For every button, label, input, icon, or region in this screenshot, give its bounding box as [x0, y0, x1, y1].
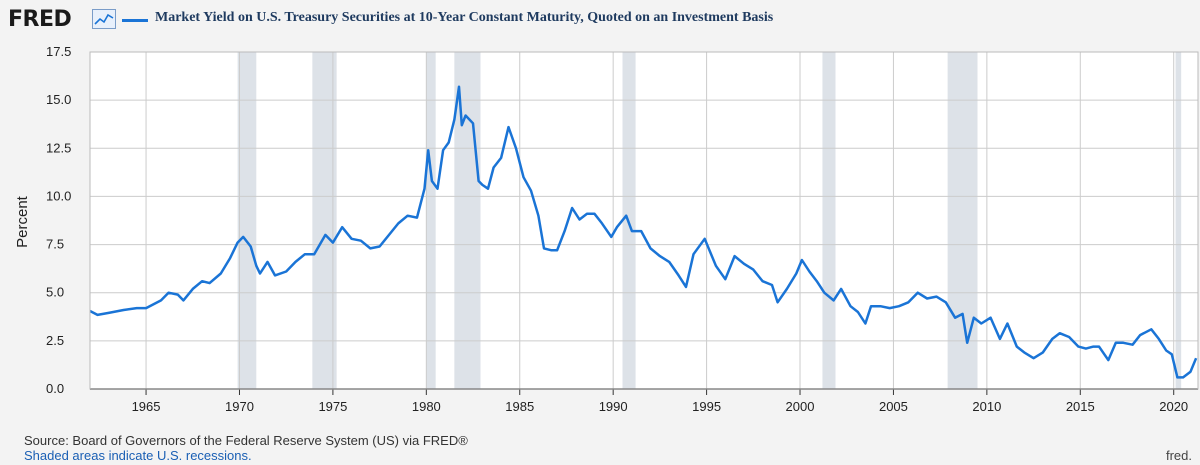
- series-layer: [89, 85, 1198, 379]
- legend-label: Market Yield on U.S. Treasury Securities…: [155, 10, 774, 25]
- series-line-0[interactable]: [89, 85, 1198, 379]
- x-tick-label: 1990: [599, 399, 628, 414]
- trend-chart-icon[interactable]: [92, 9, 116, 29]
- y-tick-label: 12.5: [46, 140, 71, 155]
- y-tick-label: 0.0: [46, 381, 64, 396]
- recession-band-3: [454, 52, 481, 389]
- x-tick-label: 2010: [972, 399, 1001, 414]
- x-tick-label: 2005: [879, 399, 908, 414]
- x-tick-label: 1995: [692, 399, 721, 414]
- recession-band-2: [426, 52, 436, 389]
- recession-shading-layer: [237, 52, 1182, 389]
- y-tick-label: 2.5: [46, 333, 64, 348]
- y-tick-label: 5.0: [46, 285, 64, 300]
- recession-band-5: [822, 52, 836, 389]
- x-tick-label: 2000: [786, 399, 815, 414]
- fred-logo[interactable]: FRED: [8, 7, 72, 32]
- x-tick-label: 2020: [1159, 399, 1188, 414]
- plot-area: [90, 52, 1198, 389]
- plot-border: [89, 51, 1199, 390]
- y-axis-label: Percent: [14, 195, 31, 248]
- x-tick-label: 1970: [225, 399, 254, 414]
- chart-header: FRED Market Yield on U.S. Treasury Secur…: [0, 0, 1200, 44]
- x-tick-label: 1975: [318, 399, 347, 414]
- legend-swatch: [122, 19, 148, 22]
- gridlines: [90, 51, 1198, 390]
- recession-band-0: [237, 52, 257, 389]
- source-note: Source: Board of Governors of the Federa…: [24, 433, 468, 448]
- y-tick-label: 10.0: [46, 188, 71, 203]
- x-tick-label: 1985: [505, 399, 534, 414]
- line-chart: 0.0 2.5 5.0 7.5 10.0 12.5 15.0 17.5 1965 1970 1975…: [14, 44, 1199, 414]
- recession-note-link[interactable]: Shaded areas indicate U.S. recessions.: [24, 448, 252, 463]
- x-tick-label: 1965: [132, 399, 161, 414]
- y-tick-label: 7.5: [46, 237, 64, 252]
- x-tick-label: 1980: [412, 399, 441, 414]
- recession-band-7: [1175, 52, 1182, 389]
- axes: 0.0 2.5 5.0 7.5 10.0 12.5 15.0 17.5 1965 1970 1975…: [46, 44, 1199, 414]
- x-tick-label: 2015: [1066, 399, 1095, 414]
- y-tick-label: 17.5: [46, 44, 71, 59]
- y-tick-label: 15.0: [46, 92, 71, 107]
- recession-band-6: [947, 52, 978, 389]
- fred-credit[interactable]: fred.: [1165, 448, 1192, 463]
